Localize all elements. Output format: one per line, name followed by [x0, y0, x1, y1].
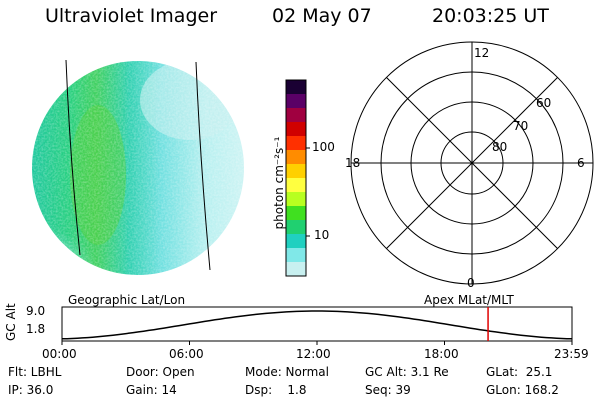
- colorbar-swatch: [286, 192, 306, 207]
- colorbar-swatch: [286, 150, 306, 165]
- observation-date: 02 May 07: [272, 5, 372, 27]
- colorbar-swatch: [286, 262, 306, 277]
- timeline-ymax: 9.0: [26, 304, 46, 318]
- timeline-frame: [61, 306, 573, 342]
- timeline-tick-0000: 00:00: [42, 347, 77, 361]
- polar-ring-label-70: 70: [513, 119, 529, 133]
- colorbar-swatch: [286, 122, 306, 137]
- altitude-curve: [61, 310, 573, 340]
- colorbar-swatch: [286, 248, 306, 263]
- timeline-tick-0600: 06:00: [169, 347, 204, 361]
- polar-ring-label-60: 60: [536, 96, 552, 110]
- instrument-title: Ultraviolet Imager: [45, 5, 218, 27]
- polar-label-6: 6: [577, 156, 585, 170]
- polar-label-0: 0: [467, 276, 475, 290]
- colorbar: [285, 79, 307, 277]
- colorbar-swatch: [286, 220, 306, 235]
- info-ip: IP: 36.0: [8, 383, 54, 397]
- timeline-ymin: 1.8: [26, 322, 46, 336]
- colorbar-swatch: [286, 206, 306, 221]
- colorbar-swatch: [286, 178, 306, 193]
- colorbar-frame: [285, 79, 307, 277]
- info-glat: GLat: 25.1: [486, 365, 553, 379]
- timeline-tick-1200: 12:00: [296, 347, 331, 361]
- info-flt: Flt: LBHL: [8, 365, 62, 379]
- polar-diagonal-2: [386, 77, 558, 249]
- info-door: Door: Open: [126, 365, 195, 379]
- info-seq: Seq: 39: [365, 383, 411, 397]
- polar-label-18: 18: [345, 156, 361, 170]
- longitude-line-right: [195, 61, 211, 271]
- info-mode: Mode: Normal: [245, 365, 329, 379]
- info-glon: GLon: 168.2: [486, 383, 559, 397]
- polar-label-12: 12: [474, 46, 490, 60]
- timeline-tick-1800: 18:00: [424, 347, 459, 361]
- colorbar-swatch: [286, 234, 306, 249]
- timeline-title-geographic: Geographic Lat/Lon: [68, 293, 186, 307]
- colorbar-swatch: [286, 94, 306, 109]
- colorbar-tick-10: 10: [314, 228, 330, 242]
- info-gcalt: GC Alt: 3.1 Re: [365, 365, 449, 379]
- colorbar-swatch: [286, 136, 306, 151]
- timeline-title-apex: Apex MLat/MLT: [424, 293, 514, 307]
- colorbar-swatch: [286, 80, 306, 95]
- observation-time: 20:03:25 UT: [432, 5, 549, 27]
- colorbar-swatch: [286, 108, 306, 123]
- colorbar-tick-100: 100: [312, 140, 335, 154]
- colorbar-swatch: [286, 164, 306, 179]
- info-gain: Gain: 14: [126, 383, 177, 397]
- info-dsp: Dsp: 1.8: [245, 383, 307, 397]
- polar-ring-label-80: 80: [492, 140, 508, 154]
- longitude-line-left: [65, 59, 81, 256]
- timeline-tick-2359: 23:59: [554, 347, 589, 361]
